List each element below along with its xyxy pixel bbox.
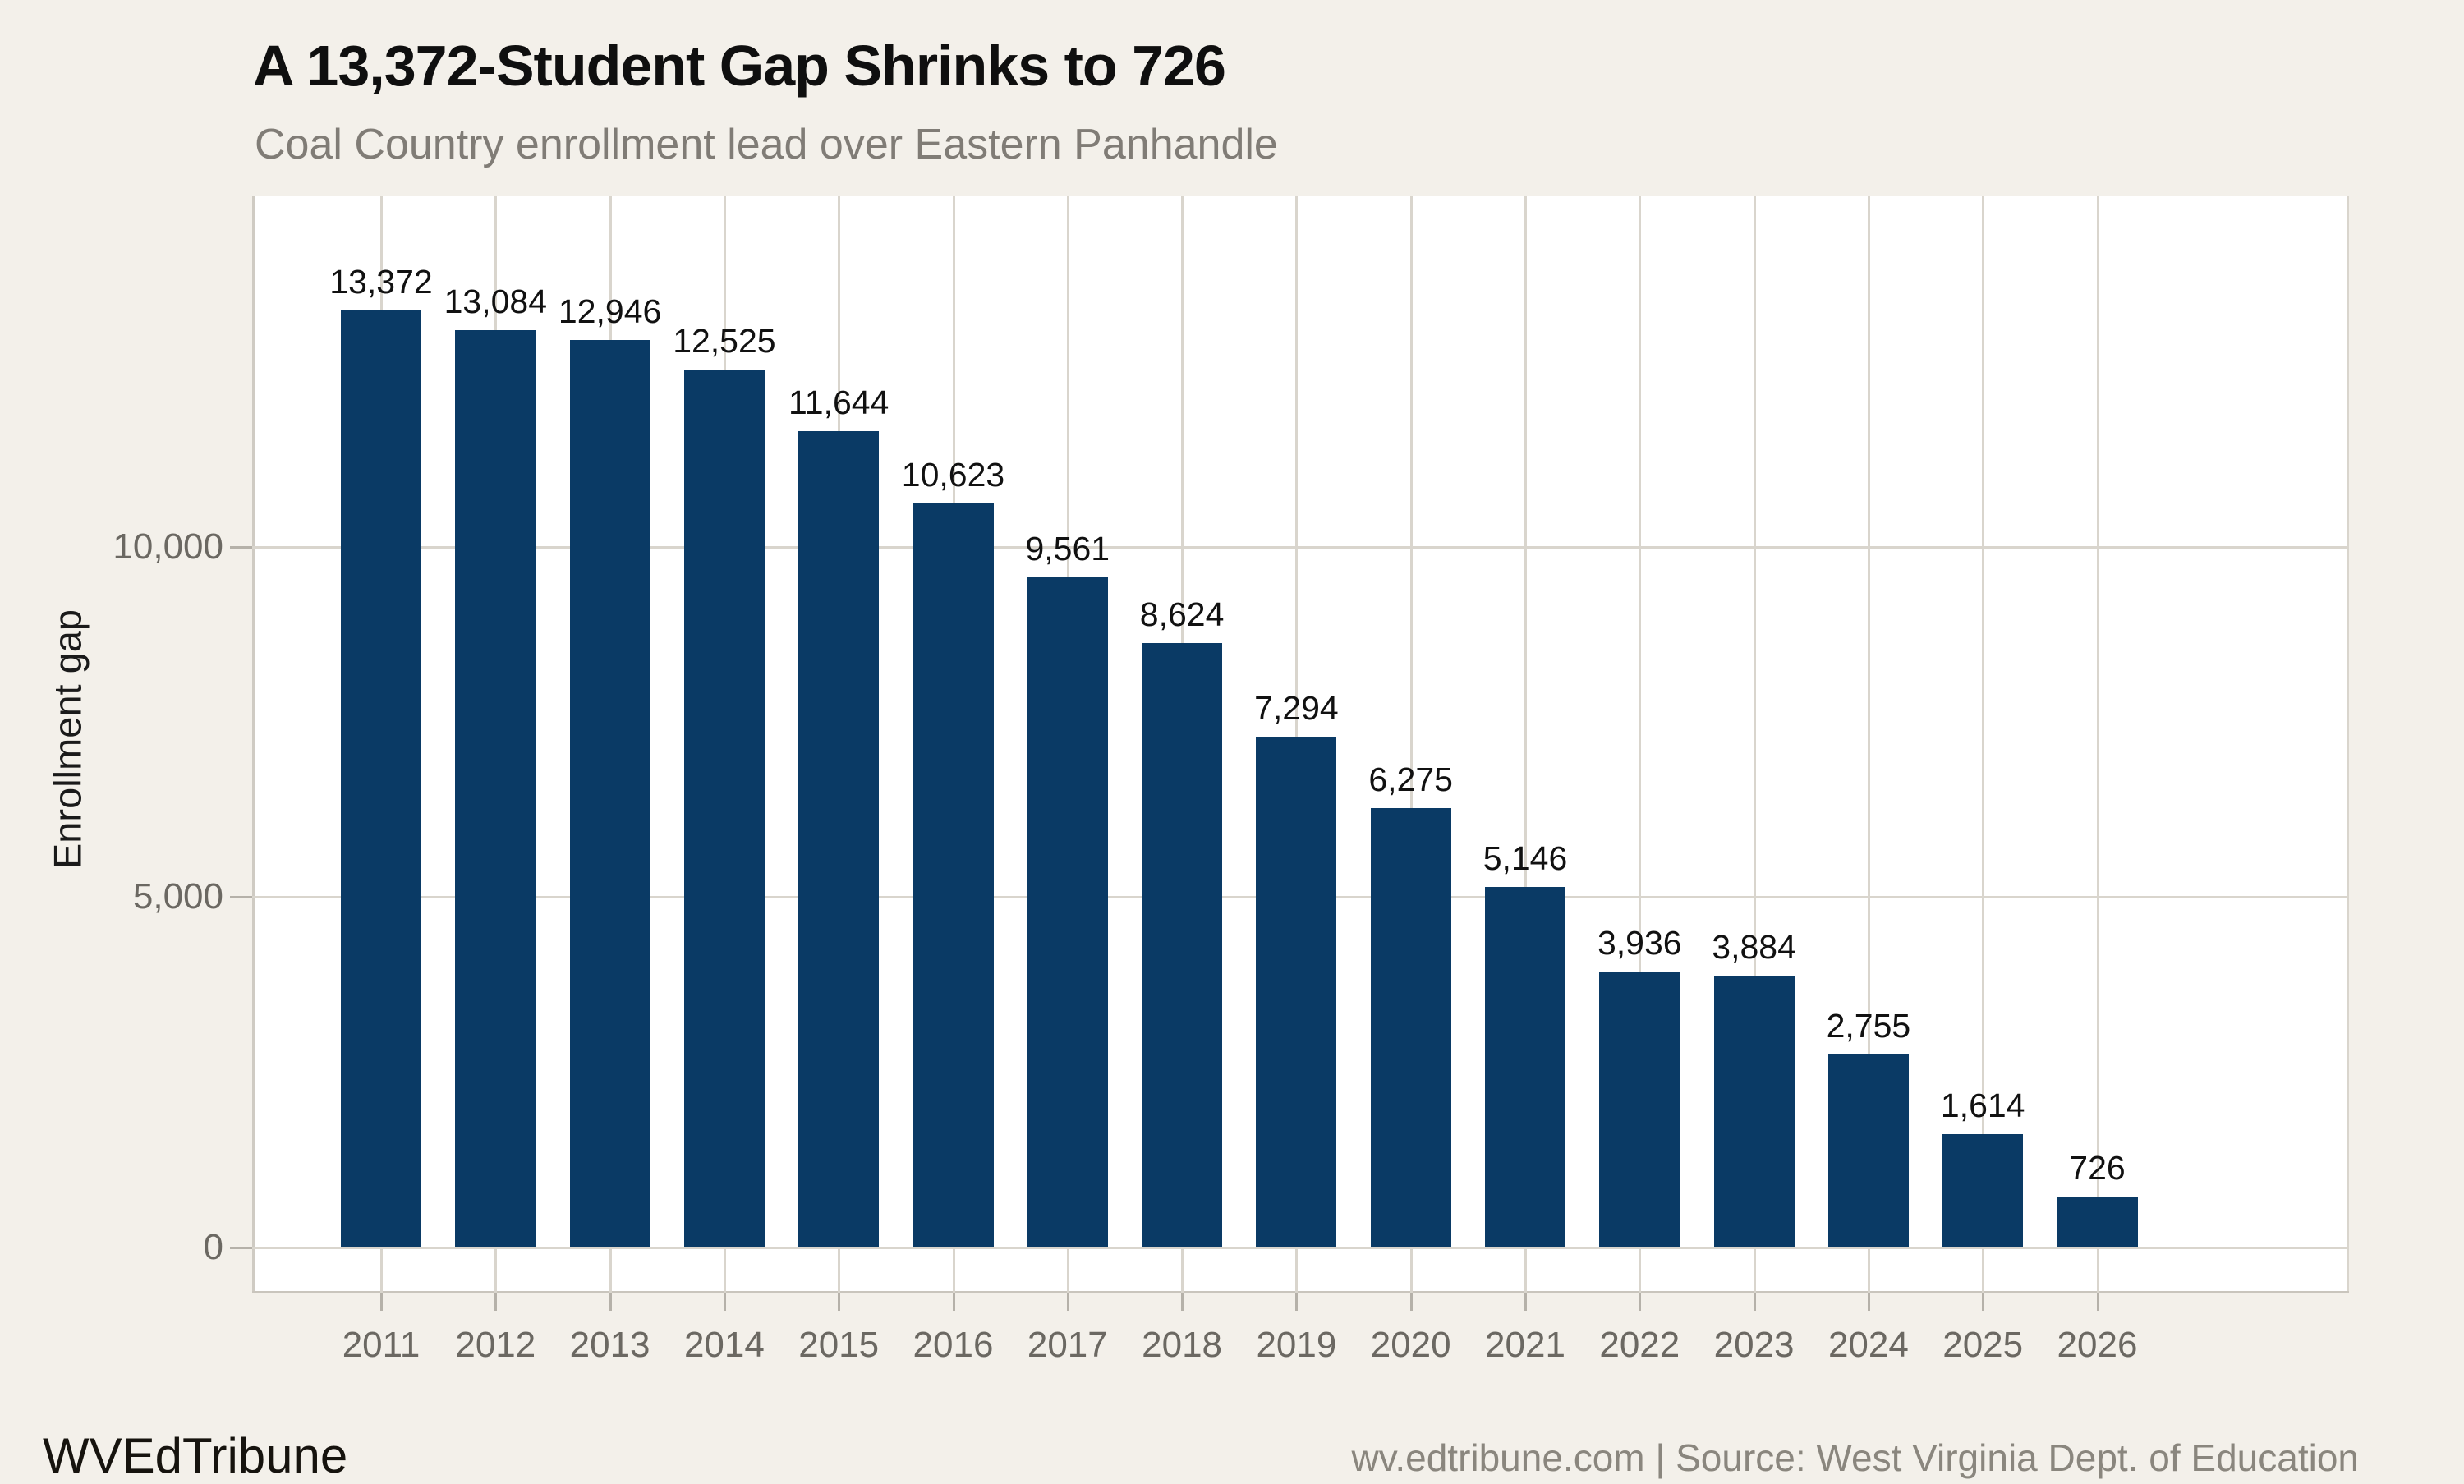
bar-value-label: 6,275 xyxy=(1368,760,1453,798)
bar xyxy=(341,310,421,1247)
x-tick-label: 2013 xyxy=(569,1325,650,1365)
y-tick-label: 0 xyxy=(203,1227,223,1267)
y-tick-mark xyxy=(230,1247,252,1249)
zero-line xyxy=(252,1247,2349,1249)
x-tick-mark xyxy=(609,1293,612,1311)
v-gridline xyxy=(1753,196,1756,1293)
bar-value-label: 2,755 xyxy=(1826,1007,1911,1045)
bar-value-label: 10,623 xyxy=(901,456,1005,494)
plot-border-left xyxy=(252,196,255,1293)
bar xyxy=(1713,976,1795,1247)
plot-area: 13,372 13,084 12,946 12,525 11,644 10,623 9,56… xyxy=(252,196,2349,1293)
bar xyxy=(1027,577,1108,1247)
x-tick-mark xyxy=(2096,1293,2099,1311)
x-tick-label: 2017 xyxy=(1027,1325,1108,1365)
x-tick-mark xyxy=(952,1293,955,1311)
x-tick-label: 2011 xyxy=(342,1325,421,1365)
bar-value-label: 726 xyxy=(2069,1149,2126,1187)
bar-value-label: 11,644 xyxy=(788,384,890,421)
bar xyxy=(1827,1054,1909,1247)
bar-value-label: 3,936 xyxy=(1597,924,1682,962)
bar xyxy=(1370,808,1451,1247)
x-tick-mark xyxy=(1524,1293,1527,1311)
x-tick-mark xyxy=(1409,1293,1413,1311)
x-tick-label: 2026 xyxy=(2057,1325,2138,1365)
bar xyxy=(569,340,650,1247)
bar-value-label: 9,561 xyxy=(1025,530,1110,567)
bar xyxy=(455,330,536,1247)
v-gridline xyxy=(1867,196,1870,1293)
bar-value-label: 13,372 xyxy=(329,263,433,301)
y-tick-mark xyxy=(230,545,252,549)
bar xyxy=(683,370,765,1247)
x-tick-mark xyxy=(1295,1293,1299,1311)
x-tick-label: 2025 xyxy=(1942,1325,2024,1365)
x-tick-mark xyxy=(1982,1293,1985,1311)
x-tick-label: 2018 xyxy=(1142,1325,1223,1365)
y-tick-label: 5,000 xyxy=(132,876,223,917)
bar-value-label: 1,614 xyxy=(1940,1087,2025,1124)
x-tick-mark xyxy=(838,1293,841,1311)
chart-title: A 13,372-Student Gap Shrinks to 726 xyxy=(253,34,1226,98)
x-tick-label: 2019 xyxy=(1256,1325,1337,1365)
plot-border-bottom xyxy=(252,1291,2349,1293)
v-gridline xyxy=(1524,196,1527,1293)
x-tick-mark xyxy=(1181,1293,1184,1311)
bar-value-label: 12,946 xyxy=(558,292,662,330)
bar xyxy=(2057,1197,2138,1247)
x-tick-label: 2014 xyxy=(683,1325,765,1365)
v-gridline xyxy=(1409,196,1413,1293)
bar xyxy=(913,503,994,1247)
x-tick-label: 2023 xyxy=(1713,1325,1795,1365)
bar-value-label: 12,525 xyxy=(673,322,776,360)
v-gridline xyxy=(1982,196,1985,1293)
plot-border-right xyxy=(2347,196,2349,1293)
x-tick-label: 2015 xyxy=(798,1325,880,1365)
y-tick-label: 10,000 xyxy=(113,526,223,567)
bar-value-label: 7,294 xyxy=(1254,689,1339,727)
x-tick-label: 2012 xyxy=(455,1325,536,1365)
bar xyxy=(1599,972,1680,1247)
footer-source: wv.edtribune.com | Source: West Virginia… xyxy=(1351,1436,2359,1479)
bar xyxy=(1142,643,1223,1247)
x-tick-mark xyxy=(1753,1293,1756,1311)
bar xyxy=(1942,1134,2024,1247)
h-gridline xyxy=(252,545,2349,549)
v-gridline xyxy=(1639,196,1642,1293)
x-tick-mark xyxy=(723,1293,726,1311)
x-tick-label: 2020 xyxy=(1370,1325,1451,1365)
bar xyxy=(798,431,880,1247)
x-tick-mark xyxy=(494,1293,498,1311)
y-axis-title: Enrollment gap xyxy=(45,609,90,870)
bar-value-label: 8,624 xyxy=(1139,595,1225,633)
x-tick-mark xyxy=(1639,1293,1642,1311)
x-tick-label: 2022 xyxy=(1599,1325,1680,1365)
bar xyxy=(1256,737,1337,1247)
bar-value-label: 13,084 xyxy=(444,283,547,320)
x-tick-mark xyxy=(1066,1293,1069,1311)
bar xyxy=(1485,887,1565,1247)
y-tick-mark xyxy=(230,896,252,899)
bar-value-label: 3,884 xyxy=(1712,928,1796,966)
footer-brand: WVEdTribune xyxy=(43,1428,348,1483)
x-tick-label: 2024 xyxy=(1827,1325,1909,1365)
bar-value-label: 5,146 xyxy=(1483,839,1568,877)
x-tick-mark xyxy=(380,1293,383,1311)
chart-subtitle: Coal Country enrollment lead over Easter… xyxy=(255,121,1278,168)
x-tick-label: 2016 xyxy=(913,1325,994,1365)
x-tick-label: 2021 xyxy=(1485,1325,1565,1365)
v-gridline xyxy=(2096,196,2099,1293)
x-tick-mark xyxy=(1867,1293,1870,1311)
